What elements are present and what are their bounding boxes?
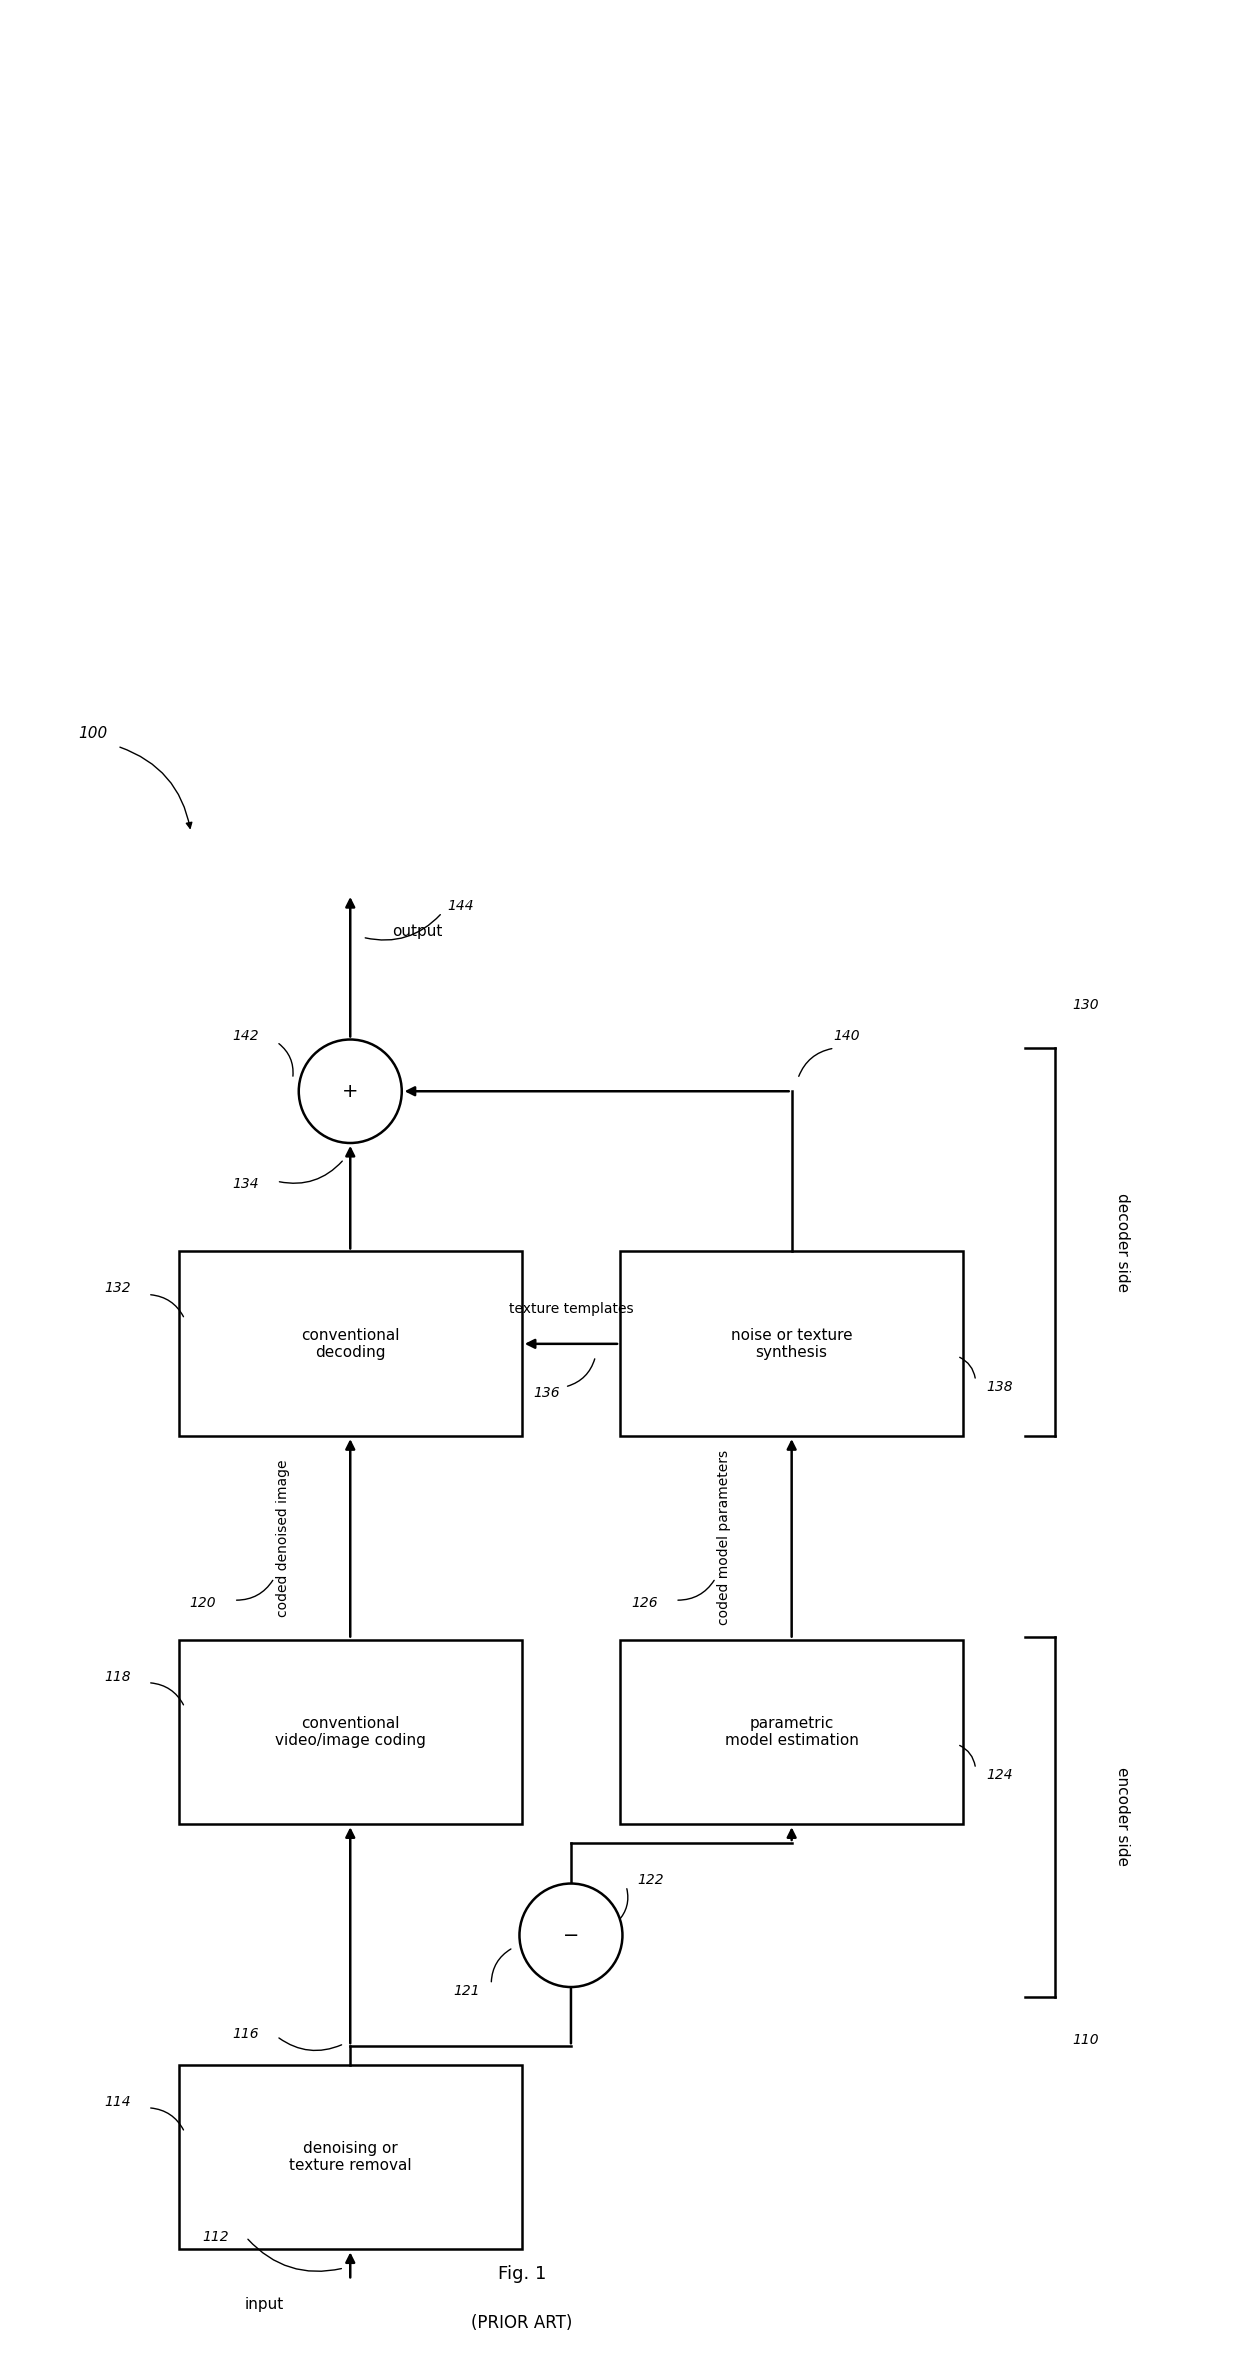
FancyBboxPatch shape (179, 1251, 522, 1437)
Text: 144: 144 (448, 900, 474, 914)
Text: encoder side: encoder side (1115, 1769, 1130, 1868)
Text: coded denoised image: coded denoised image (275, 1460, 290, 1616)
Text: coded model parameters: coded model parameters (717, 1451, 732, 1625)
Text: 118: 118 (104, 1670, 130, 1684)
Text: input: input (244, 2298, 284, 2313)
Text: 100: 100 (78, 725, 108, 742)
Text: +: + (342, 1081, 358, 1100)
Text: 124: 124 (987, 1769, 1013, 1783)
Text: 140: 140 (833, 1029, 861, 1043)
Text: 120: 120 (190, 1597, 217, 1608)
Text: (PRIOR ART): (PRIOR ART) (471, 2315, 573, 2331)
Text: conventional
decoding: conventional decoding (301, 1328, 399, 1361)
Text: 134: 134 (233, 1178, 259, 1192)
Text: 138: 138 (987, 1380, 1013, 1394)
Text: denoising or
texture removal: denoising or texture removal (289, 2141, 412, 2174)
FancyBboxPatch shape (620, 1639, 963, 1825)
Text: 132: 132 (104, 1281, 130, 1295)
Text: 114: 114 (104, 2094, 130, 2108)
Text: 112: 112 (202, 2230, 228, 2244)
Text: conventional
video/image coding: conventional video/image coding (275, 1717, 425, 1747)
Text: parametric
model estimation: parametric model estimation (724, 1717, 858, 1747)
Text: 130: 130 (1073, 999, 1099, 1013)
FancyBboxPatch shape (179, 1639, 522, 1825)
Text: decoder side: decoder side (1115, 1192, 1130, 1293)
Text: 136: 136 (533, 1387, 559, 1401)
Text: 122: 122 (637, 1872, 663, 1886)
FancyBboxPatch shape (620, 1251, 963, 1437)
FancyBboxPatch shape (179, 2065, 522, 2249)
Text: noise or texture
synthesis: noise or texture synthesis (730, 1328, 852, 1361)
Text: −: − (563, 1926, 579, 1945)
Text: 110: 110 (1073, 2032, 1099, 2046)
Text: 142: 142 (233, 1029, 259, 1043)
Text: 126: 126 (631, 1597, 658, 1608)
Text: 121: 121 (454, 1983, 480, 1997)
Circle shape (299, 1039, 402, 1142)
Text: output: output (393, 923, 443, 940)
Text: 116: 116 (233, 2028, 259, 2042)
Circle shape (520, 1884, 622, 1988)
Text: texture templates: texture templates (508, 1302, 634, 1316)
Text: Fig. 1: Fig. 1 (497, 2266, 546, 2282)
